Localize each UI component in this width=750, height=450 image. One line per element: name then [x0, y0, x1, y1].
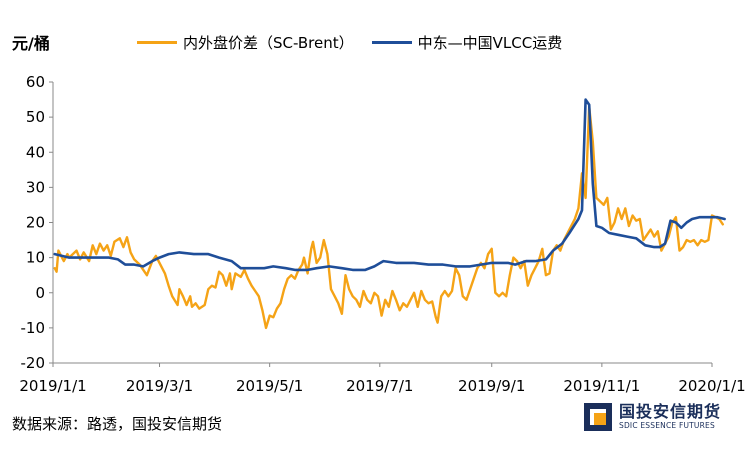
y-tick-label: 20 — [26, 214, 45, 232]
y-tick-label: 60 — [26, 73, 45, 91]
x-tick-label: 2019/11/1 — [563, 377, 640, 395]
y-tick-label: -20 — [21, 354, 46, 372]
x-tick-label: 2019/1/1 — [19, 377, 86, 395]
legend-swatch-vlcc — [371, 41, 412, 44]
data-source-note: 数据来源：路透，国投安信期货 — [12, 415, 223, 433]
y-tick-label: 50 — [26, 108, 45, 126]
y-tick-label: -10 — [21, 319, 46, 337]
chart-series-layer — [53, 98, 726, 330]
legend-label-vlcc: 中东—中国VLCC运费 — [417, 34, 563, 52]
company-logo: 国投安信期货 SDIC ESSENCE FUTURES — [583, 402, 721, 432]
x-tick-label: 2020/1/1 — [678, 377, 745, 395]
x-tick-label: 2019/9/1 — [458, 377, 525, 395]
x-tick-label: 2019/3/1 — [126, 377, 193, 395]
y-tick-label: 30 — [26, 178, 45, 196]
legend-label-spread: 内外盘价差（SC-Brent） — [183, 34, 354, 52]
logo-name-en: SDIC ESSENCE FUTURES — [619, 421, 715, 430]
chart-axes: -20 -10 0 10 20 30 40 50 60 2019/1/1 2019/3/1 2019/… — [19, 73, 745, 395]
y-tick-label: 10 — [26, 249, 45, 267]
legend-swatch-spread — [137, 41, 177, 44]
series-line-vlcc — [53, 98, 726, 272]
legend-item-vlcc: 中东—中国VLCC运费 — [371, 32, 563, 53]
x-tick-label: 2019/7/1 — [346, 377, 413, 395]
series-line-spread — [53, 105, 724, 330]
x-tick-label: 2019/5/1 — [236, 377, 303, 395]
y-axis-unit-label: 元/桶 — [12, 34, 50, 53]
legend-item-spread: 内外盘价差（SC-Brent） — [137, 32, 354, 53]
logo-name-cn: 国投安信期货 — [619, 402, 722, 421]
y-tick-label: 0 — [35, 284, 45, 302]
logo-mark-icon — [584, 403, 612, 431]
chart-legend: 内外盘价差（SC-Brent） 中东—中国VLCC运费 — [137, 32, 580, 53]
y-tick-label: 40 — [26, 143, 45, 161]
